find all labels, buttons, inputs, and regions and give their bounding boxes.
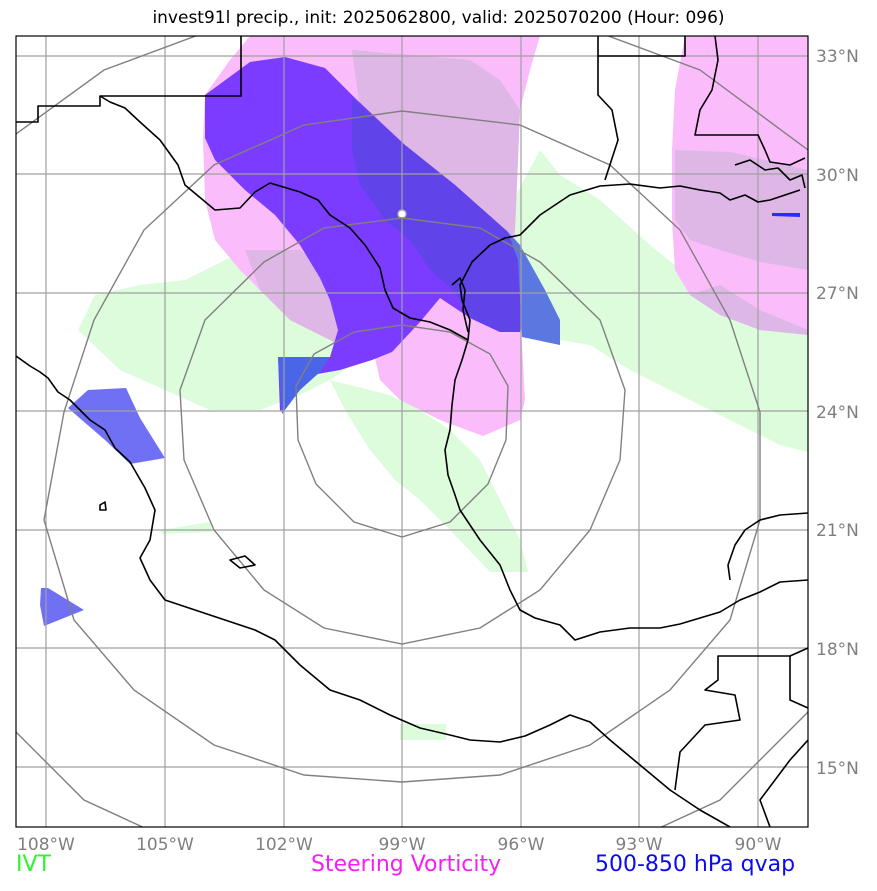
legend-vorticity: Steering Vorticity [311, 852, 502, 877]
lat-label: 24°N [816, 403, 859, 423]
lat-label: 21°N [816, 521, 859, 541]
lon-label: 99°W [379, 835, 426, 855]
lon-label: 105°W [136, 835, 194, 855]
map-title: invest91l precip., init: 2025062800, val… [152, 8, 725, 28]
lat-label: 30°N [816, 166, 859, 186]
lat-label: 18°N [816, 640, 859, 660]
lat-label: 27°N [816, 284, 859, 304]
latitude-labels: 33°N 30°N 27°N 24°N 21°N 18°N 15°N [816, 47, 859, 779]
lat-lon-grid [16, 36, 808, 827]
qvap-shading [40, 57, 800, 626]
lat-label: 33°N [816, 47, 859, 67]
legend-qvap: 500-850 hPa qvap [595, 852, 796, 877]
lat-label: 15°N [816, 759, 859, 779]
legend-ivt: IVT [16, 852, 51, 877]
coastlines [16, 36, 808, 827]
longitude-labels: 108°W 105°W 102°W 99°W 96°W 93°W 90°W [17, 835, 782, 855]
lon-label: 102°W [255, 835, 313, 855]
map-frame [15, 35, 809, 828]
lon-label: 96°W [498, 835, 545, 855]
lon-label: 90°W [735, 835, 782, 855]
lon-label: 93°W [616, 835, 663, 855]
lon-label: 108°W [17, 835, 75, 855]
